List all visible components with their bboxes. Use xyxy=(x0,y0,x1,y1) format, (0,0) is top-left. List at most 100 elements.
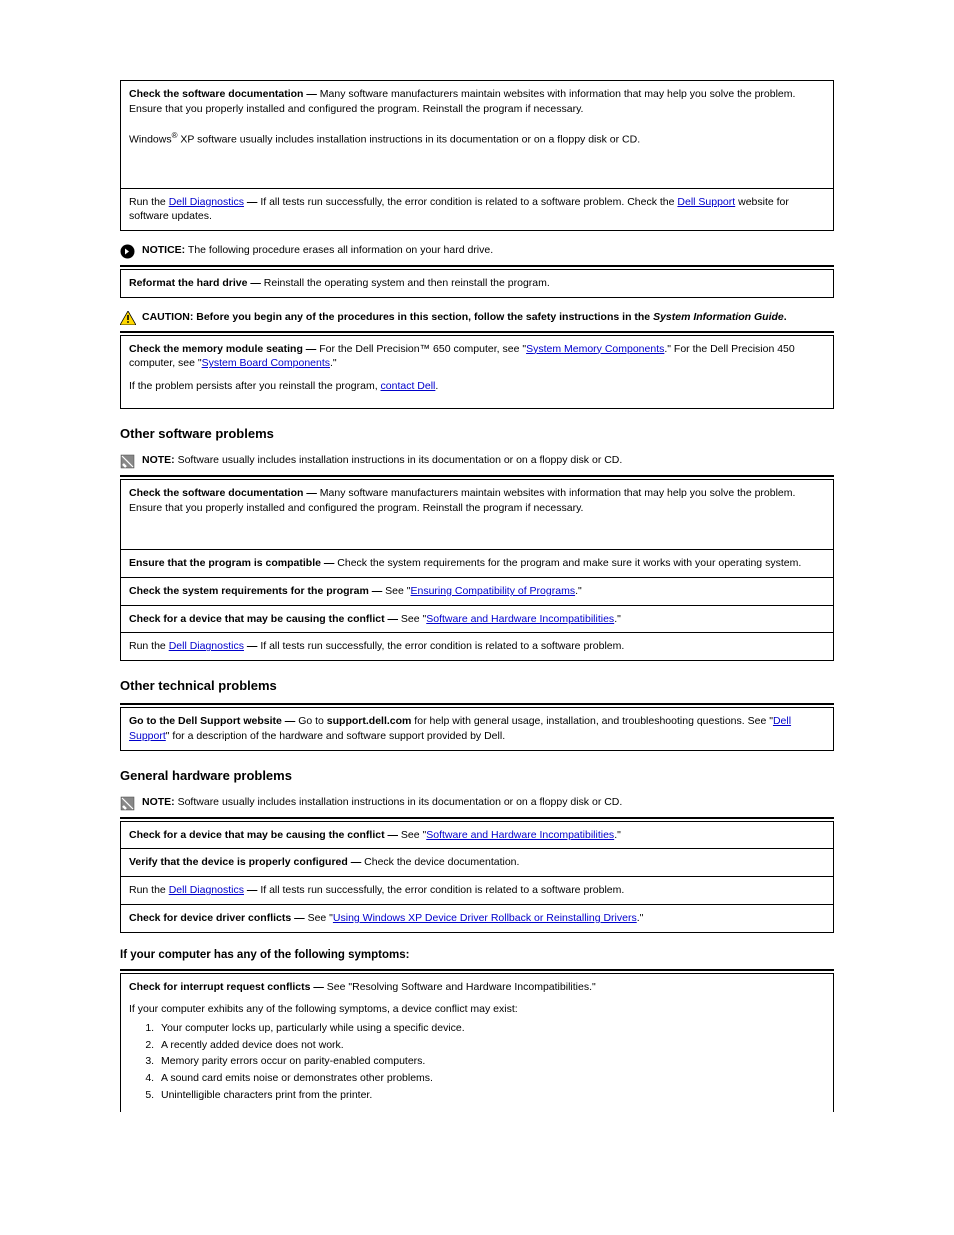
lead-text: See "Resolving Software and Hardware Inc… xyxy=(327,981,596,993)
row-heading: Check the software documentation xyxy=(129,487,303,499)
line2-pre: If the problem persists after you reinst… xyxy=(129,380,381,392)
row-heading: Check for device driver conflicts xyxy=(129,912,291,924)
dell-diagnostics-link[interactable]: Dell Diagnostics xyxy=(169,640,244,652)
symptom-list: Your computer locks up, particularly whi… xyxy=(129,1021,825,1102)
table-row: Ensure that the program is compatible — … xyxy=(121,550,833,578)
system-memory-link[interactable]: System Memory Components xyxy=(526,343,664,355)
table-row: Check for a device that may be causing t… xyxy=(121,606,833,634)
mid-text: If all tests run successfully, the error… xyxy=(260,196,677,208)
list-item: Your computer locks up, particularly whi… xyxy=(157,1021,825,1036)
note-body: Software usually includes installation i… xyxy=(175,796,623,808)
dell-support-box: Go to the Dell Support website — Go to s… xyxy=(120,707,834,750)
body-b: ." xyxy=(575,585,582,597)
dell-diagnostics-link[interactable]: Dell Diagnostics xyxy=(169,884,244,896)
body-b: for help with general usage, installatio… xyxy=(411,715,773,727)
other-software-box: Check the software documentation — Many … xyxy=(120,479,834,661)
dash: — xyxy=(244,640,260,652)
contact-dell-link[interactable]: contact Dell xyxy=(381,380,436,392)
dash: — xyxy=(321,557,337,569)
caution-emph: System Information Guide xyxy=(653,311,784,323)
table-row: Run the Dell Diagnostics — If all tests … xyxy=(121,877,833,905)
note-row-2: NOTE: Software usually includes installa… xyxy=(120,795,834,811)
body-a: For the Dell Precision™ 650 computer, se… xyxy=(319,343,526,355)
caution-row: CAUTION: Before you begin any of the pro… xyxy=(120,310,834,325)
support-url: support.dell.com xyxy=(327,715,412,727)
dash: — xyxy=(348,856,364,868)
list-item: Memory parity errors occur on parity-ena… xyxy=(157,1054,825,1069)
row-body: Reinstall the operating system and then … xyxy=(264,277,550,289)
driver-rollback-link[interactable]: Using Windows XP Device Driver Rollback … xyxy=(333,912,637,924)
table-row: Check for a device that may be causing t… xyxy=(121,822,833,850)
row-heading: Ensure that the program is compatible xyxy=(129,557,321,569)
list-item: A recently added device does not work. xyxy=(157,1038,825,1053)
table-row: Check for device driver conflicts — See … xyxy=(121,905,833,932)
row-heading: Check for a device that may be causing t… xyxy=(129,613,385,625)
compat-programs-link[interactable]: Ensuring Compatibility of Programs xyxy=(411,585,576,597)
body-a: See " xyxy=(401,829,426,841)
row-body: Check the system requirements for the pr… xyxy=(337,557,801,569)
dell-support-link[interactable]: Dell Support xyxy=(677,196,735,208)
table-row: Check the system requirements for the pr… xyxy=(121,578,833,606)
windows-word: Windows xyxy=(129,134,172,146)
general-hardware-heading: General hardware problems xyxy=(120,767,834,785)
row-body: Check the device documentation. xyxy=(364,856,519,868)
note-label: NOTE: xyxy=(142,454,175,466)
note-body: Software usually includes installation i… xyxy=(175,454,623,466)
note-icon xyxy=(120,795,140,811)
body-a: See " xyxy=(308,912,333,924)
dell-diagnostics-link[interactable]: Dell Diagnostics xyxy=(169,196,244,208)
row-heading: Go to the Dell Support website xyxy=(129,715,282,727)
line2-post: . xyxy=(435,380,438,392)
row5-pre: Run the xyxy=(129,640,169,652)
dash: — xyxy=(282,715,298,727)
notice-row: NOTICE: The following procedure erases a… xyxy=(120,243,834,259)
dash: — xyxy=(303,487,319,499)
body-c: " for a description of the hardware and … xyxy=(166,730,505,742)
row3-post: If all tests run successfully, the error… xyxy=(260,884,624,896)
irq-conflicts-box: Check for interrupt request conflicts — … xyxy=(120,973,834,1113)
body-b: ." xyxy=(614,829,621,841)
list-item: A sound card emits noise or demonstrates… xyxy=(157,1071,825,1086)
note-icon xyxy=(120,453,140,469)
software-doc-row-1: Check the software documentation — Many … xyxy=(121,81,833,189)
list-item: Unintelligible characters print from the… xyxy=(157,1088,825,1103)
row-heading: Check the memory module seating xyxy=(129,343,303,355)
dash: — xyxy=(303,343,319,355)
caution-label: CAUTION: xyxy=(142,311,196,323)
dash: — xyxy=(306,88,317,100)
note-label: NOTE: xyxy=(142,796,175,808)
sw-hw-incompat-link[interactable]: Software and Hardware Incompatibilities xyxy=(426,829,614,841)
dash: — xyxy=(385,829,401,841)
notice-label: NOTICE: xyxy=(142,244,185,256)
caution-suffix: . xyxy=(784,311,787,323)
dash: — xyxy=(385,613,401,625)
row-heading: Check for interrupt request conflicts xyxy=(129,981,310,993)
row-heading: Check for a device that may be causing t… xyxy=(129,829,385,841)
intro-text: If your computer exhibits any of the fol… xyxy=(129,1002,825,1017)
dash: — xyxy=(291,912,307,924)
dash: — xyxy=(310,981,326,993)
caution-body: Before you begin any of the procedures i… xyxy=(196,311,653,323)
memory-seating-box: Check the memory module seating — For th… xyxy=(120,335,834,409)
software-doc-row-2: Run the Dell Diagnostics — If all tests … xyxy=(121,189,833,230)
dash: — xyxy=(369,585,385,597)
dash: — xyxy=(244,884,260,896)
row-heading: Reformat the hard drive xyxy=(129,277,247,289)
caution-icon xyxy=(120,310,140,325)
body-b: ." xyxy=(614,613,621,625)
other-software-heading: Other software problems xyxy=(120,425,834,443)
notice-body: The following procedure erases all infor… xyxy=(185,244,493,256)
note-row-1: NOTE: Software usually includes installa… xyxy=(120,453,834,469)
body-a: Go to xyxy=(298,715,327,727)
row-heading: Check the software documentation xyxy=(129,88,303,100)
reformat-box: Reformat the hard drive — Reinstall the … xyxy=(120,269,834,298)
system-board-link[interactable]: System Board Components xyxy=(202,357,330,369)
body-c: ." xyxy=(330,357,337,369)
sw-hw-incompat-link[interactable]: Software and Hardware Incompatibilities xyxy=(426,613,614,625)
symptoms-heading: If your computer has any of the followin… xyxy=(120,947,834,963)
row-heading: Verify that the device is properly confi… xyxy=(129,856,348,868)
table-row: Check the software documentation — Many … xyxy=(121,480,833,550)
table-row: Verify that the device is properly confi… xyxy=(121,849,833,877)
dash: — xyxy=(244,196,260,208)
dash: — xyxy=(247,277,263,289)
